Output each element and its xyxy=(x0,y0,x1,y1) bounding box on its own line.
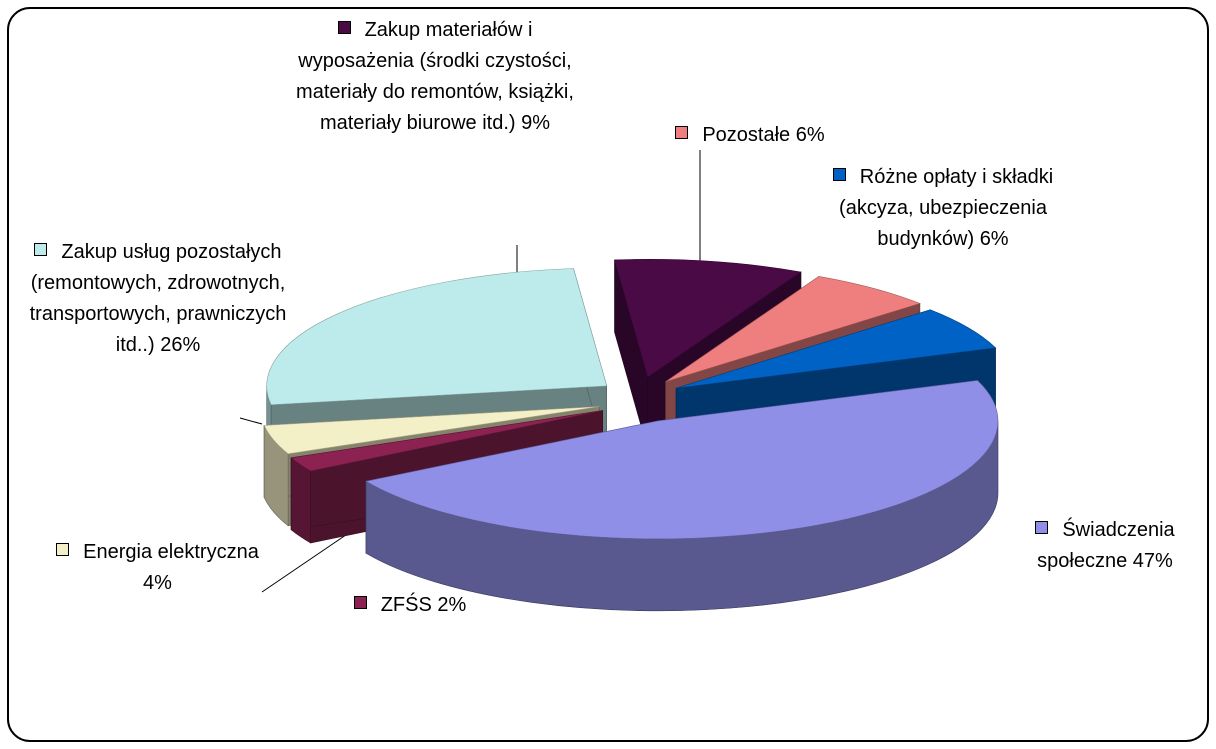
data-label: Świadczenia społeczne 47% xyxy=(1000,515,1210,577)
slice xyxy=(614,259,802,378)
value-label: 6% xyxy=(979,228,1009,250)
data-label: Energia elektryczna 4% xyxy=(45,537,270,599)
category-label: Pozostałe xyxy=(702,124,791,146)
legend-key xyxy=(1035,521,1049,534)
slice xyxy=(676,309,997,389)
category-label: Zakup materiałów i wyposażenia (środki c… xyxy=(296,19,574,134)
category-label: Różne opłaty i składki (akcyza, ubezpiec… xyxy=(839,166,1054,250)
data-label: Zakup materiałów i wyposażenia (środki c… xyxy=(285,15,585,139)
legend-key xyxy=(353,596,367,609)
value-label: 2% xyxy=(437,594,467,616)
legend-key xyxy=(337,21,351,34)
slice xyxy=(365,380,999,540)
value-label: 47% xyxy=(1132,550,1173,572)
legend-key xyxy=(832,168,846,181)
category-label: Świadczenia społeczne xyxy=(1037,519,1175,572)
category-label: ZFŚS xyxy=(380,594,432,616)
category-label: Energia elektryczna xyxy=(83,541,259,563)
value-label: 4% xyxy=(143,572,172,594)
legend-key xyxy=(675,126,689,139)
slice-edge xyxy=(290,457,311,544)
legend-key xyxy=(56,543,70,556)
value-label: 26% xyxy=(160,334,201,356)
data-label: ZFŚS 2% xyxy=(330,590,490,621)
leader-line xyxy=(239,417,263,425)
slice xyxy=(290,410,603,472)
pie xyxy=(263,259,999,612)
legend-key xyxy=(34,243,48,256)
slice xyxy=(263,406,600,455)
category-label: Zakup usług pozostałych (remontowych, zd… xyxy=(29,241,287,356)
value-label: 9% xyxy=(521,112,551,134)
slice xyxy=(266,268,608,406)
chart-border xyxy=(7,7,1209,742)
data-label: Różne opłaty i składki (akcyza, ubezpiec… xyxy=(828,162,1058,255)
data-label: Pozostałe 6% xyxy=(640,120,860,151)
slice xyxy=(665,276,921,382)
value-label: 6% xyxy=(795,124,825,146)
data-label: Zakup usług pozostałych (remontowych, zd… xyxy=(18,237,298,361)
